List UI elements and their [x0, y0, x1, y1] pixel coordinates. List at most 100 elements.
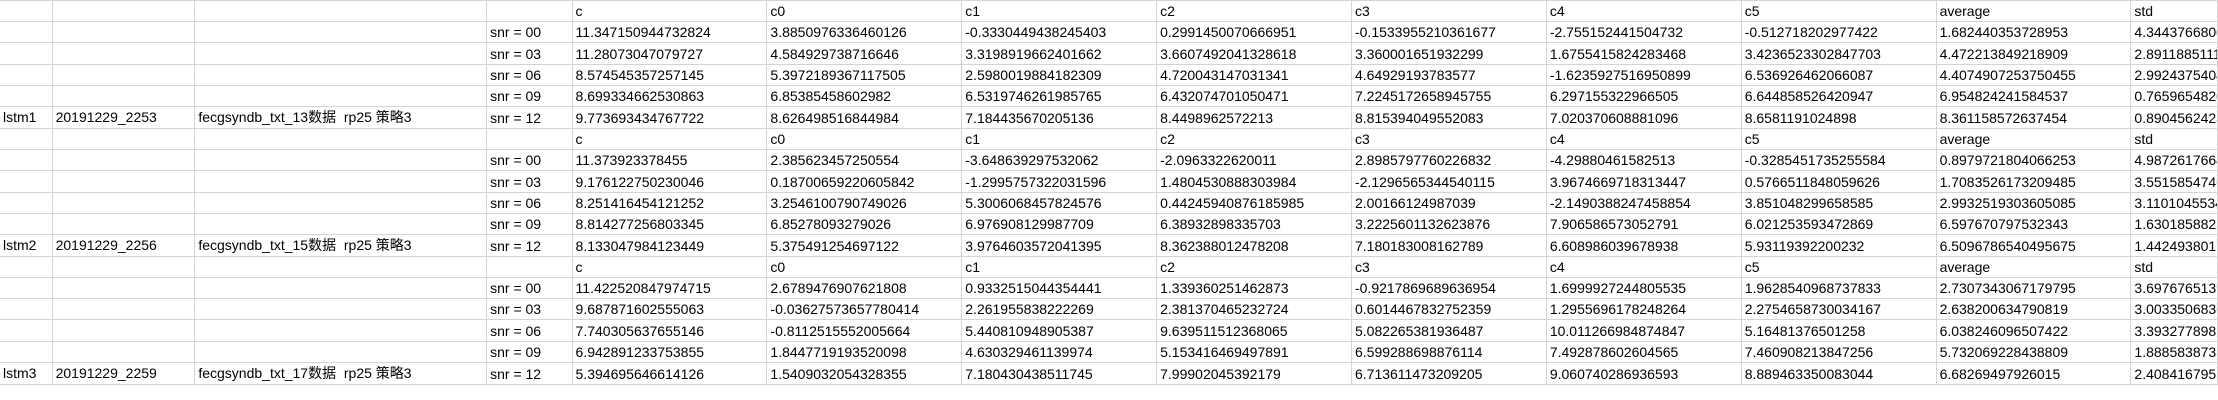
column-header-cell[interactable]: c3 [1351, 256, 1547, 279]
value-cell[interactable]: -2.1490388247458854 [1546, 192, 1742, 214]
value-cell[interactable]: 5.3972189367117505 [766, 64, 963, 86]
snr-label-cell[interactable]: snr = 00 [486, 21, 573, 44]
value-cell[interactable]: 2.7307343067179795 [1936, 277, 2132, 300]
value-cell[interactable]: -0.3285451735255584 [1741, 149, 1937, 172]
value-cell[interactable]: 2.992437540422167 [2130, 64, 2218, 86]
value-cell[interactable]: 4.987261766476591 [2130, 149, 2218, 172]
value-cell[interactable]: -2.1296565344540115 [1351, 170, 1547, 193]
value-cell[interactable]: 7.740305637655146 [572, 319, 768, 342]
model-cell[interactable]: lstm1 [0, 106, 53, 129]
value-cell[interactable]: 6.297155322966505 [1546, 85, 1742, 107]
model-cell[interactable]: lstm2 [0, 234, 53, 257]
empty-cell[interactable] [194, 64, 488, 86]
empty-cell[interactable] [194, 0, 488, 23]
empty-cell[interactable] [0, 170, 53, 193]
value-cell[interactable]: -0.3330449438245403 [961, 21, 1158, 44]
column-header-cell[interactable]: c2 [1156, 256, 1352, 279]
snr-label-cell[interactable]: snr = 12 [486, 362, 573, 385]
value-cell[interactable]: 0.6014467832752359 [1351, 298, 1547, 321]
value-cell[interactable]: 0.8979721804066253 [1936, 149, 2132, 172]
snr-label-cell[interactable]: snr = 09 [486, 85, 573, 107]
value-cell[interactable]: 6.976908129987709 [961, 213, 1158, 235]
value-cell[interactable]: -0.9217869689636954 [1351, 277, 1547, 300]
value-cell[interactable]: 10.011266984874847 [1546, 319, 1742, 342]
timestamp-cell[interactable]: 20191229_2259 [52, 362, 196, 385]
value-cell[interactable]: 3.6607492041328618 [1156, 42, 1352, 65]
value-cell[interactable]: 3.393277898121634 [2130, 319, 2218, 342]
model-cell[interactable]: lstm3 [0, 362, 53, 385]
empty-cell[interactable] [0, 85, 53, 107]
column-header-cell[interactable]: c5 [1741, 0, 1937, 23]
empty-cell[interactable] [194, 213, 488, 235]
empty-cell[interactable] [0, 319, 53, 342]
empty-cell[interactable] [0, 298, 53, 321]
empty-cell[interactable] [52, 319, 196, 342]
value-cell[interactable]: 1.8885838733820004 [2130, 341, 2218, 363]
empty-cell[interactable] [52, 21, 196, 44]
value-cell[interactable]: 6.038246096507422 [1936, 319, 2132, 342]
value-cell[interactable]: 9.773693434767722 [572, 106, 768, 129]
value-cell[interactable]: 5.394695646614126 [572, 362, 768, 385]
value-cell[interactable]: 0.9332515044354441 [961, 277, 1158, 300]
snr-label-cell[interactable]: snr = 12 [486, 106, 573, 129]
value-cell[interactable]: 2.6789476907621808 [766, 277, 963, 300]
value-cell[interactable]: 1.4424938017144873 [2130, 234, 2218, 257]
value-cell[interactable]: 7.180430438511745 [961, 362, 1158, 385]
value-cell[interactable]: -2.755152441504732 [1546, 21, 1742, 44]
empty-cell[interactable] [0, 149, 53, 172]
column-header-cell[interactable]: c2 [1156, 128, 1352, 151]
value-cell[interactable]: 4.64929193783577 [1351, 64, 1547, 86]
value-cell[interactable]: 7.906586573052791 [1546, 213, 1742, 235]
dataset-cell[interactable]: fecgsyndb_txt_17数据 rp25 策略3 [194, 362, 488, 385]
value-cell[interactable]: 6.5319746261985765 [961, 85, 1158, 107]
value-cell[interactable]: 3.9764603572041395 [961, 234, 1158, 257]
snr-label-cell[interactable]: snr = 06 [486, 319, 573, 342]
value-cell[interactable]: 6.536926462066087 [1741, 64, 1937, 86]
column-header-cell[interactable]: c0 [766, 0, 963, 23]
value-cell[interactable]: 0.44245940876185985 [1156, 192, 1352, 214]
value-cell[interactable]: 2.385623457250554 [766, 149, 963, 172]
dataset-cell[interactable]: fecgsyndb_txt_13数据 rp25 策略3 [194, 106, 488, 129]
value-cell[interactable]: 8.6581191024898 [1741, 106, 1937, 129]
snr-label-cell[interactable]: snr = 03 [486, 42, 573, 65]
value-cell[interactable]: 3.0033506836883497 [2130, 298, 2218, 321]
value-cell[interactable]: 7.492878602604565 [1546, 341, 1742, 363]
value-cell[interactable]: 6.599288698876114 [1351, 341, 1547, 363]
value-cell[interactable]: 2.8985797760226832 [1351, 149, 1547, 172]
empty-cell[interactable] [194, 85, 488, 107]
value-cell[interactable]: 5.375491254697122 [766, 234, 963, 257]
value-cell[interactable]: -4.29880461582513 [1546, 149, 1742, 172]
value-cell[interactable]: -1.6235927516950899 [1546, 64, 1742, 86]
empty-cell[interactable] [0, 341, 53, 363]
column-header-cell[interactable]: std [2130, 0, 2218, 23]
value-cell[interactable]: 2.891188511146248 [2130, 42, 2218, 65]
value-cell[interactable]: 7.2245172658945755 [1351, 85, 1547, 107]
value-cell[interactable]: 4.630329461139974 [961, 341, 1158, 363]
empty-cell[interactable] [0, 213, 53, 235]
empty-cell[interactable] [52, 128, 196, 151]
value-cell[interactable]: 6.954824241584537 [1936, 85, 2132, 107]
column-header-cell[interactable]: average [1936, 128, 2132, 151]
empty-cell[interactable] [194, 319, 488, 342]
value-cell[interactable]: 1.6755415824283468 [1546, 42, 1742, 65]
value-cell[interactable]: 7.99902045392179 [1156, 362, 1352, 385]
snr-label-cell[interactable]: snr = 03 [486, 298, 573, 321]
value-cell[interactable]: 1.7083526173209485 [1936, 170, 2132, 193]
value-cell[interactable]: 8.699334662530863 [572, 85, 768, 107]
value-cell[interactable]: 3.851048299658585 [1741, 192, 1937, 214]
empty-cell[interactable] [52, 85, 196, 107]
value-cell[interactable]: 8.133047984123449 [572, 234, 768, 257]
value-cell[interactable]: 4.4074907253750455 [1936, 64, 2132, 86]
value-cell[interactable]: 3.9674669718313447 [1546, 170, 1742, 193]
value-cell[interactable]: 2.261955838222269 [961, 298, 1158, 321]
snr-label-cell[interactable]: snr = 09 [486, 341, 573, 363]
empty-cell[interactable] [194, 192, 488, 214]
column-header-cell[interactable]: c0 [766, 256, 963, 279]
value-cell[interactable]: 9.687871602555063 [572, 298, 768, 321]
value-cell[interactable]: 3.5515854746311906 [2130, 170, 2218, 193]
value-cell[interactable]: -1.2995757322031596 [961, 170, 1158, 193]
dataset-cell[interactable]: fecgsyndb_txt_15数据 rp25 策略3 [194, 234, 488, 257]
value-cell[interactable]: 6.608986039678938 [1546, 234, 1742, 257]
value-cell[interactable]: 6.38932898335703 [1156, 213, 1352, 235]
value-cell[interactable]: 3.697676513971469 [2130, 277, 2218, 300]
